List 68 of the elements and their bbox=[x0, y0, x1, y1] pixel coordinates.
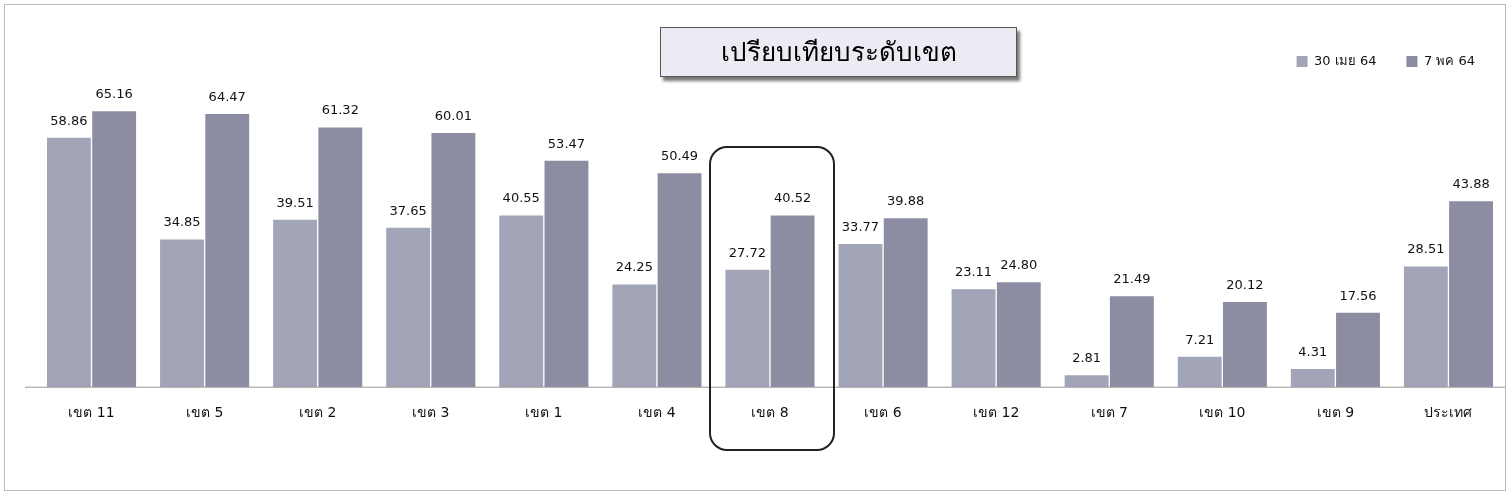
bar bbox=[838, 244, 883, 388]
x-tick-label: เขต 9 bbox=[1316, 404, 1355, 421]
data-label: 28.51 bbox=[1407, 241, 1445, 257]
data-label: 4.31 bbox=[1298, 343, 1328, 359]
bar bbox=[770, 215, 815, 388]
legend-label: 30 เมย 64 bbox=[1314, 52, 1377, 68]
bar bbox=[1064, 375, 1109, 388]
data-label: 61.32 bbox=[321, 102, 359, 118]
x-tick-label: เขต 1 bbox=[525, 404, 563, 421]
bar bbox=[1403, 266, 1448, 388]
data-label: 39.88 bbox=[887, 193, 925, 209]
data-label: 53.47 bbox=[547, 135, 586, 151]
bar bbox=[273, 219, 318, 388]
data-label: 40.52 bbox=[774, 190, 812, 206]
bar bbox=[1449, 201, 1494, 388]
bar bbox=[46, 137, 91, 388]
x-tick-label: เขต 6 bbox=[864, 404, 902, 421]
x-tick-label: เขต 5 bbox=[185, 404, 224, 421]
bar bbox=[92, 111, 137, 388]
data-label: 64.47 bbox=[208, 88, 246, 104]
bar bbox=[657, 173, 702, 388]
bar bbox=[725, 269, 770, 388]
data-label: 34.85 bbox=[163, 214, 201, 230]
x-tick-label: เขต 10 bbox=[1199, 404, 1246, 421]
bar bbox=[1222, 301, 1267, 388]
x-tick-label: เขต 12 bbox=[973, 404, 1020, 421]
bar bbox=[431, 132, 476, 388]
data-label: 65.16 bbox=[95, 86, 133, 101]
x-tick-label: ประเทศ bbox=[1424, 404, 1473, 421]
data-label: 27.72 bbox=[728, 244, 766, 260]
data-label: 17.56 bbox=[1339, 287, 1377, 303]
bar bbox=[1290, 368, 1335, 388]
bar bbox=[883, 218, 928, 388]
data-label: 37.65 bbox=[389, 202, 427, 218]
data-label: 50.49 bbox=[660, 148, 699, 164]
x-tick-label: เขต 11 bbox=[68, 404, 115, 421]
bar bbox=[612, 284, 657, 388]
data-label: 21.49 bbox=[1113, 271, 1151, 287]
x-tick-label: เขต 2 bbox=[299, 404, 337, 421]
data-label: 43.88 bbox=[1452, 176, 1490, 192]
x-tick-label: เขต 8 bbox=[751, 404, 789, 421]
bar bbox=[160, 239, 204, 388]
data-label: 2.81 bbox=[1072, 350, 1102, 366]
data-label: 39.51 bbox=[276, 194, 314, 210]
bar bbox=[996, 282, 1041, 388]
data-label: 24.25 bbox=[615, 259, 653, 275]
chart-title: เปรียบเทียบระดับเขต bbox=[660, 27, 1017, 77]
data-label: 23.11 bbox=[954, 264, 993, 280]
bar bbox=[1177, 356, 1222, 388]
bar bbox=[205, 114, 250, 388]
bar bbox=[499, 215, 544, 388]
data-label: 40.55 bbox=[502, 190, 540, 206]
data-label: 58.86 bbox=[50, 112, 88, 128]
legend-label: 7 พค 64 bbox=[1423, 52, 1475, 68]
x-tick-label: เขต 7 bbox=[1090, 404, 1128, 421]
x-tick-label: เขต 4 bbox=[638, 404, 676, 421]
data-label: 24.80 bbox=[1000, 257, 1038, 272]
bar bbox=[318, 127, 363, 388]
data-label: 7.21 bbox=[1185, 331, 1215, 347]
bar bbox=[1109, 296, 1154, 388]
data-label: 33.77 bbox=[841, 219, 880, 234]
bar bbox=[544, 160, 589, 388]
bar bbox=[386, 227, 431, 388]
bar bbox=[951, 289, 996, 388]
bar bbox=[1336, 312, 1380, 388]
data-label: 60.01 bbox=[434, 107, 472, 123]
data-label: 20.12 bbox=[1226, 276, 1264, 292]
x-tick-label: เขต 3 bbox=[412, 404, 450, 421]
